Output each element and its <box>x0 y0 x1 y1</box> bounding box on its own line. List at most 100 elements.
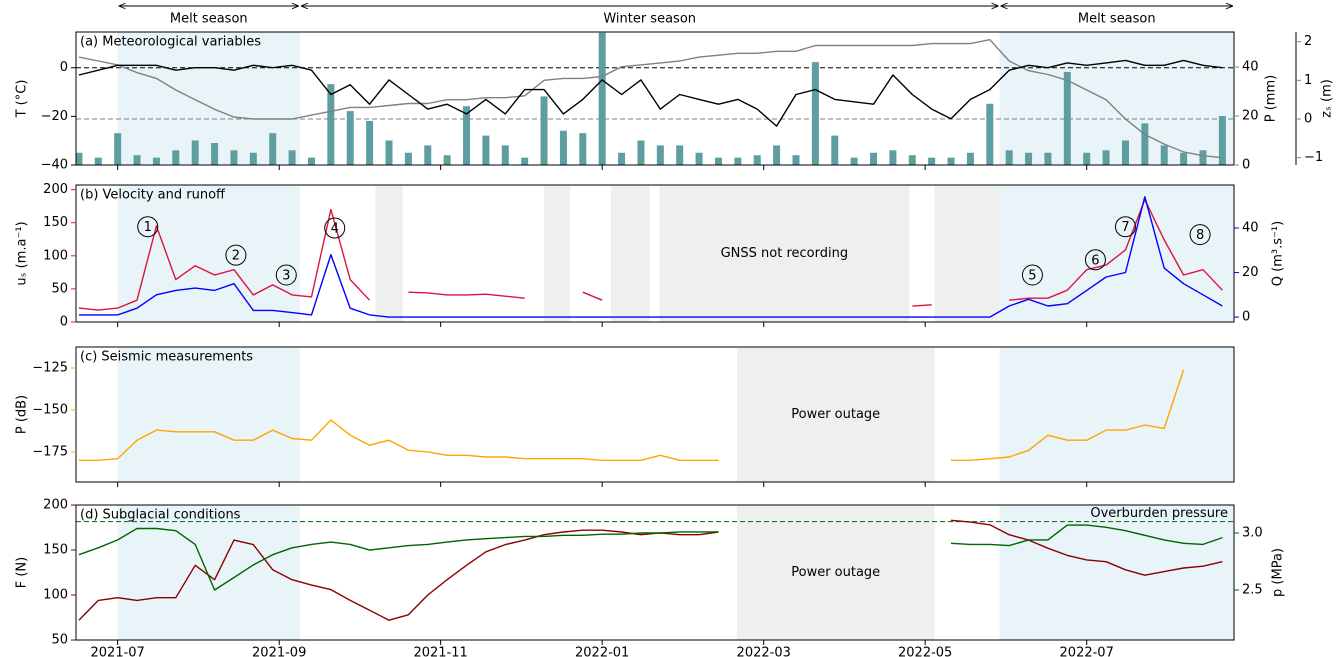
annotation-circle <box>1114 216 1136 238</box>
bar <box>986 103 994 165</box>
plot-area <box>78 347 1234 482</box>
season-shade <box>117 347 300 482</box>
x-tick-label: 2021-07 <box>91 646 145 657</box>
y-axis-label: T (°C) <box>15 80 30 119</box>
bar <box>463 106 471 165</box>
annotation-circle <box>275 264 297 286</box>
bar <box>385 140 393 165</box>
season-label: Winter season <box>603 12 696 27</box>
season-label: Melt season <box>1078 12 1156 27</box>
y3-tick-label: 1 <box>1304 73 1312 88</box>
annotation-circle <box>1189 224 1211 246</box>
bar <box>1005 150 1013 165</box>
bar <box>1083 152 1091 165</box>
y-tick-label: 200 <box>43 498 68 513</box>
panel-title: (c) Seismic measurements <box>80 350 253 365</box>
x-tick-label: 2021-09 <box>252 646 306 657</box>
bar <box>501 145 509 165</box>
bar <box>191 140 199 165</box>
y2-axis-label: p (MPa) <box>1271 548 1286 597</box>
y2-tick-label: 3.0 <box>1242 526 1263 541</box>
bar <box>114 133 122 165</box>
bar <box>482 135 490 165</box>
series-line <box>78 369 1185 461</box>
plot-area <box>76 32 1234 165</box>
bar <box>753 155 761 165</box>
bar <box>734 157 742 165</box>
bar <box>288 150 296 165</box>
y3-axis-label: zₛ (m) <box>1320 79 1335 118</box>
y2-tick-label: 20 <box>1242 265 1259 280</box>
x-tick-label: 2022-03 <box>737 646 791 657</box>
bar <box>1160 145 1168 165</box>
bar <box>792 155 800 165</box>
y-tick-label: 0 <box>60 315 68 330</box>
bar <box>172 150 180 165</box>
y-tick-label: 50 <box>51 281 68 296</box>
x-tick-label: 2021-11 <box>413 646 467 657</box>
bar <box>230 150 238 165</box>
annotation-label: 3 <box>282 269 290 284</box>
y-tick-label: −175 <box>32 444 68 459</box>
annotation-label: 1 <box>144 220 152 235</box>
bar <box>618 152 626 165</box>
y2-tick-label: 2.5 <box>1242 582 1263 597</box>
bar <box>1141 123 1149 165</box>
data-gap <box>375 185 403 322</box>
bar <box>908 155 916 165</box>
bar <box>1218 116 1226 165</box>
x-tick-label: 2022-01 <box>575 646 629 657</box>
bar <box>850 157 858 165</box>
annotation-label: 2 <box>232 249 240 264</box>
bar <box>346 111 354 165</box>
gap-label: Power outage <box>791 565 880 580</box>
season-label: Melt season <box>170 12 248 27</box>
bar <box>249 152 257 165</box>
y-tick-label: −40 <box>41 158 68 173</box>
y-tick-label: −150 <box>32 402 68 417</box>
annotation-label: 8 <box>1196 228 1204 243</box>
data-gap <box>544 185 571 322</box>
y2-tick-label: 0 <box>1242 158 1250 173</box>
y2-axis-label: P (mm) <box>1264 75 1279 122</box>
y-tick-label: 50 <box>51 633 68 648</box>
annotation-label: 5 <box>1028 269 1036 284</box>
annotation-label: 7 <box>1121 220 1129 235</box>
data-gap <box>659 185 910 322</box>
bar <box>1199 150 1207 165</box>
axes-frame <box>75 346 1235 483</box>
y-tick-label: −20 <box>41 109 68 124</box>
annotation-label: 4 <box>331 222 339 237</box>
y-tick-label: −125 <box>32 360 68 375</box>
season-shade <box>999 347 1234 482</box>
bar <box>928 157 936 165</box>
bar <box>947 157 955 165</box>
series-line <box>78 198 1223 311</box>
axes-frame <box>75 184 1235 323</box>
gap-label: Power outage <box>791 407 880 422</box>
panel-title: (d) Subglacial conditions <box>80 508 241 523</box>
y-axis-label: F (N) <box>15 557 30 588</box>
bar <box>559 130 567 165</box>
annotation-circle <box>1084 249 1106 271</box>
season-shade <box>999 32 1234 165</box>
y-tick-label: 150 <box>43 215 68 230</box>
x-tick-label: 2022-07 <box>1060 646 1114 657</box>
bar <box>676 145 684 165</box>
y-tick-label: 100 <box>43 248 68 263</box>
bar <box>1044 152 1052 165</box>
annotation-circle <box>225 244 247 266</box>
data-gap <box>934 185 1000 322</box>
y3-tick-label: −1 <box>1304 150 1323 165</box>
season-shade <box>117 505 300 640</box>
bar <box>443 155 451 165</box>
bar <box>773 145 781 165</box>
bar <box>76 152 83 165</box>
bar <box>1102 150 1110 165</box>
y-tick-label: 0 <box>60 60 68 75</box>
bar <box>831 135 839 165</box>
series-line <box>78 519 1223 621</box>
bar <box>637 140 645 165</box>
